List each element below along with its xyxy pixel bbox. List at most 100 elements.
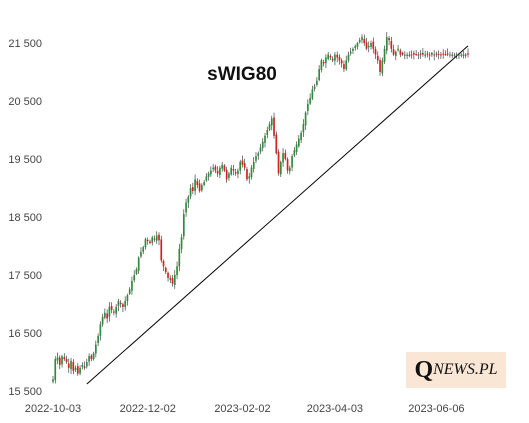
- trendline: [86, 45, 469, 385]
- candle-body: [110, 306, 113, 310]
- candle-body: [76, 366, 79, 374]
- candle-body: [460, 54, 463, 56]
- candle-body: [376, 55, 379, 61]
- candle-body: [367, 45, 370, 48]
- candle-body: [248, 176, 251, 179]
- candle-body: [79, 367, 81, 374]
- candle-body: [311, 89, 314, 99]
- candle-body: [88, 356, 90, 362]
- candle-body: [284, 152, 287, 159]
- logo-q: Q: [414, 356, 434, 383]
- candle-body: [273, 117, 275, 136]
- y-tick-label: 18 500: [8, 212, 42, 224]
- candle-body: [54, 359, 57, 381]
- candle-body: [255, 156, 257, 161]
- candle-body: [119, 302, 122, 304]
- y-tick-label: 17 500: [8, 270, 42, 282]
- candle-body: [113, 311, 115, 313]
- candle-body: [394, 51, 397, 56]
- candle-body: [155, 235, 158, 241]
- candle-body: [144, 239, 147, 248]
- y-tick-label: 16 500: [8, 328, 42, 340]
- candle-body: [146, 239, 149, 241]
- candle-body: [458, 54, 460, 56]
- candle-body: [203, 182, 205, 186]
- x-tick-label: 2022-10-03: [25, 403, 81, 415]
- candle-body: [225, 169, 228, 180]
- candle-body: [158, 234, 160, 241]
- candle-body: [52, 379, 54, 382]
- candle-body: [212, 167, 214, 170]
- candle-body: [237, 170, 239, 175]
- candle-body: [70, 360, 72, 370]
- candle-body: [334, 54, 336, 61]
- candle-body: [63, 357, 66, 360]
- y-tick-label: 19 500: [8, 154, 42, 166]
- candle-body: [388, 38, 390, 41]
- candle-body: [185, 202, 187, 213]
- candle-body: [318, 69, 320, 81]
- candle-body: [122, 304, 124, 307]
- candle-body: [56, 357, 59, 361]
- candle-body: [58, 357, 61, 365]
- candle-body: [365, 42, 368, 49]
- candle-body: [435, 53, 438, 55]
- trendline-group: [86, 45, 469, 385]
- x-tick-label: 2022-12-02: [120, 403, 176, 415]
- candle-body: [275, 134, 278, 154]
- candle-body: [104, 312, 106, 318]
- candle-body: [446, 53, 449, 55]
- candle-body: [426, 53, 429, 55]
- candles-group: [52, 32, 469, 384]
- candle-body: [140, 251, 142, 257]
- candle-body: [67, 363, 70, 368]
- candle-body: [268, 124, 271, 130]
- candle-body: [257, 153, 260, 156]
- candle-body: [406, 54, 408, 56]
- candle-body: [277, 151, 280, 174]
- candle-body: [325, 57, 327, 64]
- candle-body: [415, 54, 417, 56]
- candle-body: [282, 153, 284, 163]
- candle-body: [164, 267, 167, 273]
- candle-body: [297, 138, 300, 147]
- candle-body: [85, 362, 88, 367]
- candle-body: [322, 61, 325, 64]
- candle-body: [383, 48, 386, 62]
- candle-body: [97, 335, 99, 344]
- candle-body: [95, 344, 97, 354]
- y-tick-label: 15 500: [8, 386, 42, 398]
- candle-body: [390, 41, 393, 49]
- candle-body: [462, 54, 465, 57]
- candle-body: [198, 183, 201, 191]
- candle-body: [142, 247, 145, 252]
- candle-body: [264, 135, 266, 143]
- candle-body: [363, 38, 366, 43]
- candle-body: [270, 118, 273, 126]
- candle-body: [309, 98, 311, 104]
- y-axis: 15 500 16 500 17 500 18 500 19 500 20 500 21 5…: [8, 38, 42, 398]
- candle-body: [385, 37, 388, 51]
- candle-body: [331, 58, 334, 61]
- candle-body: [133, 275, 136, 281]
- chart-title: sWIG80: [207, 64, 277, 85]
- candle-body: [214, 166, 217, 171]
- candle-body: [291, 156, 293, 168]
- candle-body: [246, 169, 248, 180]
- candle-body: [239, 161, 242, 171]
- candle-body: [300, 132, 302, 141]
- x-tick-label: 2023-06-06: [408, 403, 464, 415]
- candle-body: [196, 180, 199, 186]
- candle-body: [221, 164, 224, 169]
- candle-body: [219, 167, 221, 175]
- candle-body: [455, 54, 458, 56]
- candle-body: [349, 51, 352, 54]
- x-tick-label: 2023-04-03: [307, 403, 363, 415]
- candle-body: [83, 366, 86, 368]
- candle-body: [417, 54, 420, 56]
- candle-body: [279, 161, 282, 175]
- candle-body: [379, 60, 381, 72]
- candle-body: [106, 313, 108, 319]
- candle-body: [234, 172, 237, 174]
- candle-body: [137, 257, 140, 271]
